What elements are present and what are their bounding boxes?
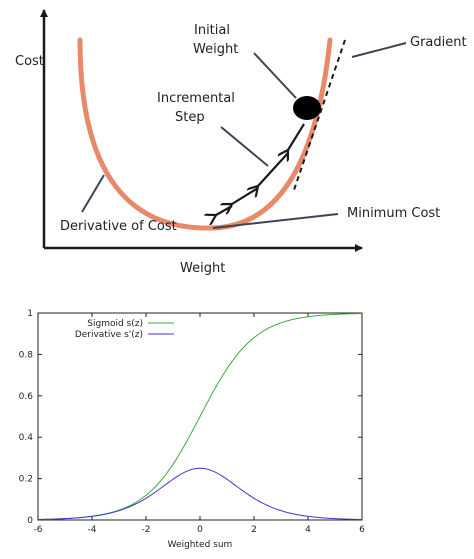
gradient-descent-diagram: Cost Weight Initial Weight Incremental S…	[15, 9, 467, 276]
initial-weight-label-line1: Initial	[194, 23, 230, 38]
pointer-incremental-step	[220, 126, 269, 167]
pointer-initial-weight	[253, 52, 297, 99]
pointer-gradient	[351, 42, 407, 58]
legend-label: Derivative s'(z)	[75, 330, 143, 340]
y-tick-label: 1	[27, 309, 33, 319]
x-tick-label: -6	[34, 525, 43, 535]
annotation-pointers	[81, 42, 407, 229]
pointer-minimum-cost	[212, 213, 339, 229]
x-tick-label: 4	[305, 525, 311, 535]
x-ticks: -6 -4 -2 0 2 4 6	[34, 313, 365, 535]
y-tick-label: 0.6	[19, 392, 34, 402]
incremental-step-label-line1: Incremental	[157, 91, 235, 106]
x-tick-label: 2	[251, 525, 257, 535]
weight-axis-label: Weight	[180, 261, 225, 276]
incremental-steps	[216, 123, 305, 215]
step-arrow	[258, 152, 289, 186]
y-tick-label: 0.2	[19, 475, 33, 485]
gradient-label: Gradient	[410, 35, 467, 50]
series-line	[37, 467, 363, 520]
minimum-cost-label: Minimum Cost	[347, 206, 440, 221]
pointer-derivative-of-cost	[81, 174, 105, 213]
cost-curve	[77, 37, 333, 231]
step-arrow	[232, 187, 259, 204]
x-tick-label: 6	[359, 525, 365, 535]
sigmoid-chart: 0 0.2 0.4 0.6 0.8 1 -6 -4 -2 0 2 4 6 Sigmoid s(z)De…	[19, 309, 365, 550]
y-tick-label: 0	[27, 516, 33, 526]
step-arrow	[288, 123, 305, 150]
series-line	[37, 313, 363, 520]
y-ticks: 0 0.2 0.4 0.6 0.8 1	[19, 309, 362, 526]
x-tick-label: -4	[88, 525, 97, 535]
cost-axis-label: Cost	[15, 54, 44, 69]
series-lines	[37, 313, 363, 520]
x-tick-label: -2	[142, 525, 151, 535]
x-tick-label: 0	[197, 525, 203, 535]
derivative-of-cost-label: Derivative of Cost	[60, 219, 177, 234]
legend: Sigmoid s(z)Derivative s'(z)	[75, 319, 174, 340]
y-tick-label: 0.8	[19, 350, 34, 360]
y-tick-label: 0.4	[19, 433, 34, 443]
x-axis-label: Weighted sum	[168, 540, 233, 550]
initial-weight-ball	[293, 96, 321, 120]
legend-label: Sigmoid s(z)	[87, 319, 143, 329]
incremental-step-label-line2: Step	[175, 110, 205, 125]
initial-weight-label-line2: Weight	[193, 42, 238, 57]
step-arrow	[216, 205, 233, 215]
